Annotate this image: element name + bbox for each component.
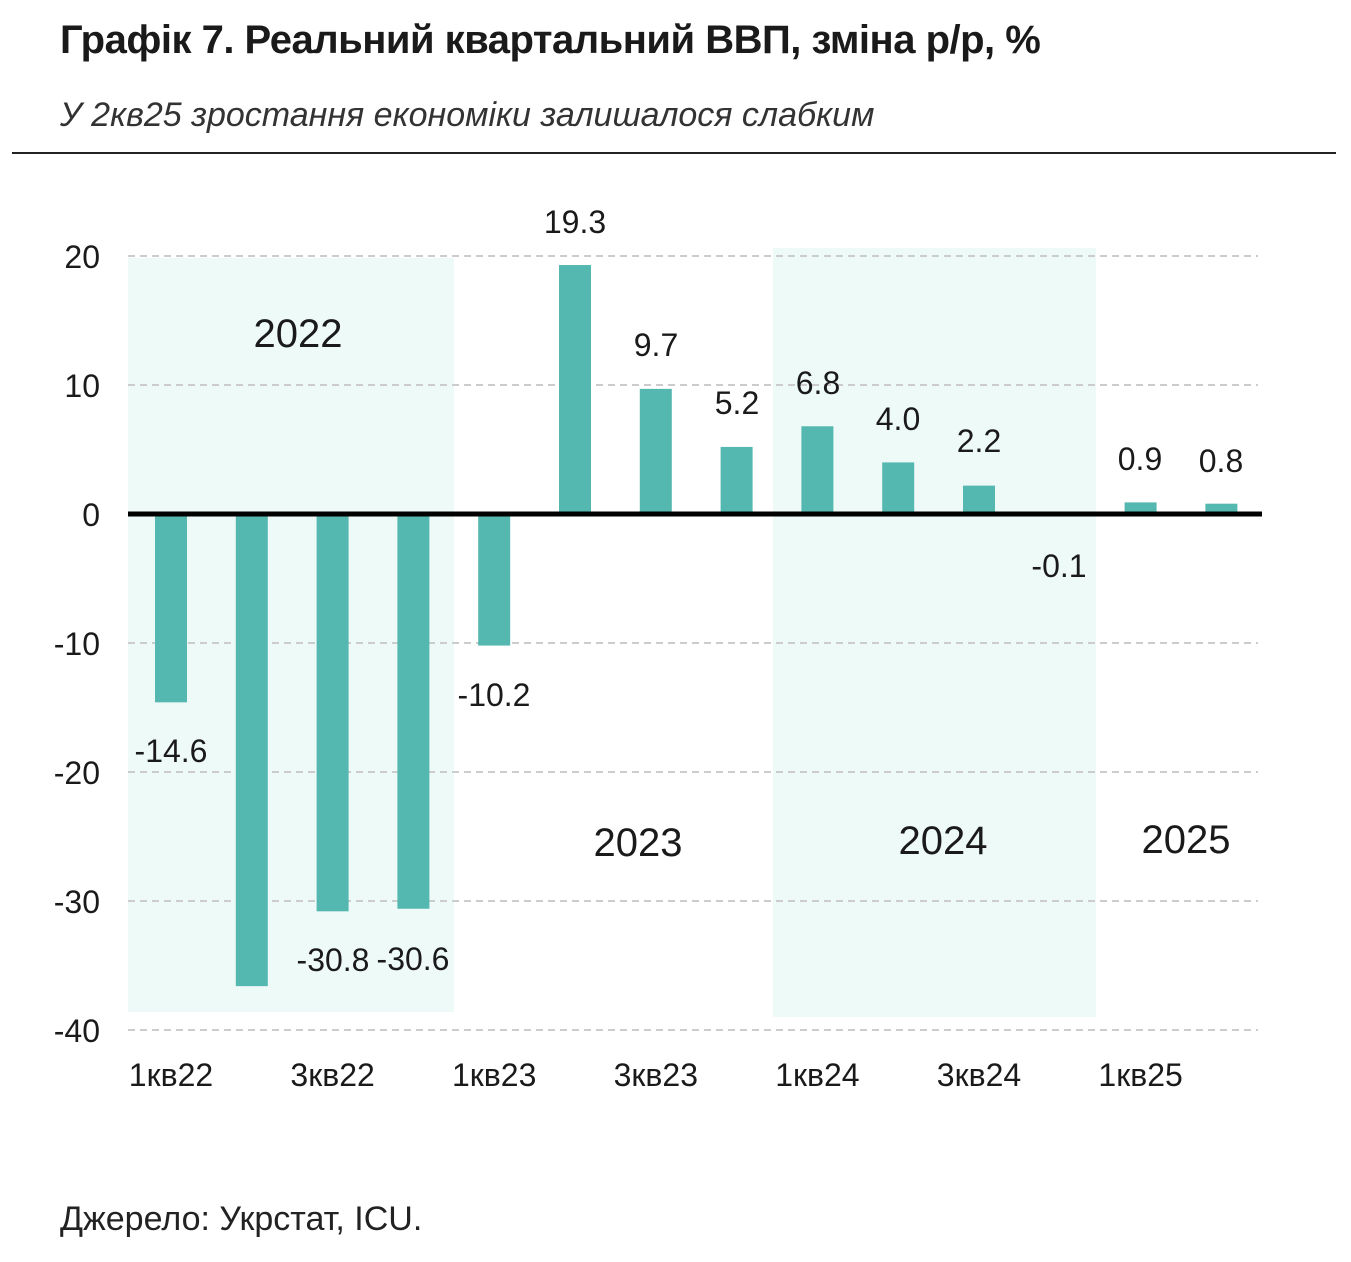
bar-4кв22	[397, 514, 430, 909]
bar-2кв24	[882, 462, 915, 514]
data-label-1кв22: -14.6	[135, 733, 208, 769]
year-label-2022: 2022	[254, 312, 343, 356]
data-label-1кв23: -10.2	[458, 677, 531, 713]
x-tick-label: 1кв24	[775, 1057, 859, 1093]
x-tick-label: 1кв25	[1098, 1057, 1182, 1093]
data-label-3кв23: 9.7	[634, 327, 678, 363]
x-tick-label: 3кв24	[937, 1057, 1021, 1093]
source-note: Джерело: Укрстат, ICU.	[60, 1200, 423, 1238]
y-tick-label: -20	[54, 755, 100, 791]
gdp-bar-chart: 20 10 0 -10 -20 -30 -40 -14.6 -30.8 -30.6 -10.2 19.…	[54, 204, 1262, 1093]
data-label-2кв23: 19.3	[544, 204, 606, 240]
bar-1кв22	[155, 514, 187, 703]
bar-1кв23	[478, 514, 511, 646]
y-tick-label: 10	[64, 368, 100, 404]
chart-title: Графік 7. Реальний квартальний ВВП, змін…	[60, 18, 1041, 62]
data-label-3кв24: 2.2	[957, 423, 1001, 459]
data-label-2кв24: 4.0	[876, 401, 920, 437]
y-tick-label: -30	[54, 884, 100, 920]
bar-2кв23	[559, 265, 591, 514]
data-label-4кв23: 5.2	[715, 385, 759, 421]
year-label-2023: 2023	[594, 821, 683, 865]
data-label-3кв22: -30.8	[297, 942, 370, 978]
y-tick-label: 0	[82, 497, 100, 533]
bar-2кв25	[1205, 503, 1238, 514]
bar-4кв23	[720, 446, 753, 514]
year-label-2024: 2024	[899, 819, 988, 863]
y-tick-label: -40	[54, 1013, 100, 1049]
x-tick-label: 1кв23	[452, 1057, 536, 1093]
year-label-2025: 2025	[1142, 818, 1231, 862]
bar-3кв24	[963, 485, 995, 514]
x-tick-label: 3кв22	[290, 1057, 374, 1093]
data-label-4кв22: -30.6	[377, 941, 450, 977]
chart-subtitle: У 2кв25 зростання економіки залишалося с…	[60, 96, 875, 134]
title-divider	[12, 152, 1336, 154]
bar-1кв25	[1124, 502, 1157, 514]
x-tick-label: 3кв23	[614, 1057, 698, 1093]
data-label-1кв25: 0.9	[1118, 441, 1162, 477]
bar-1кв24	[801, 426, 834, 514]
y-tick-label: -10	[54, 626, 100, 662]
year-band-2024	[773, 248, 1096, 1017]
bar-3кв22	[316, 514, 349, 912]
y-tick-label: 20	[64, 239, 100, 275]
bar-2кв22	[235, 514, 268, 987]
data-label-1кв24: 6.8	[796, 365, 840, 401]
data-label-4кв24: -0.1	[1031, 548, 1086, 584]
data-label-2кв25: 0.8	[1199, 443, 1243, 479]
bar-3кв23	[639, 388, 672, 514]
x-tick-label: 1кв22	[129, 1057, 213, 1093]
